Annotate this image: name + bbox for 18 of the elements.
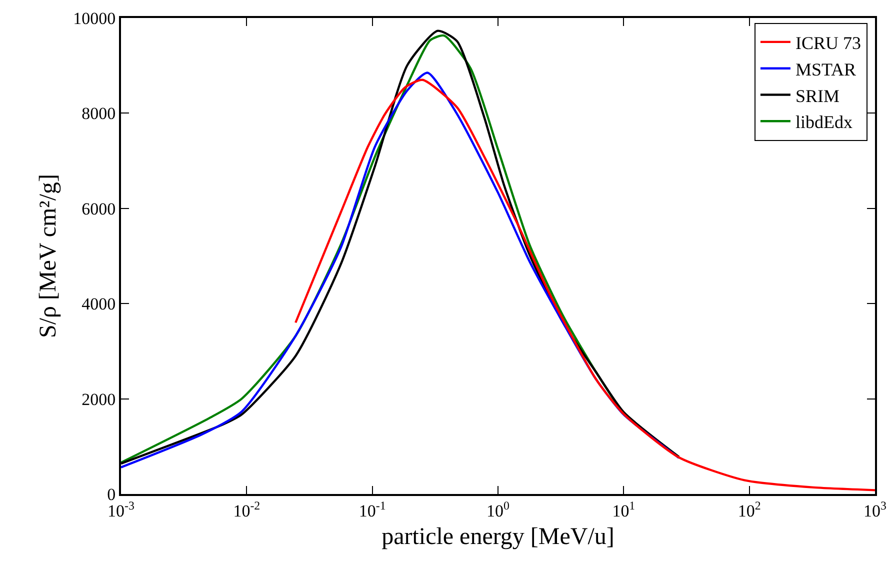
x-tick-label: 10$^{3}$ [864,498,887,520]
x-tick-label: 10$^{0}$ [486,498,510,520]
legend-label: SRIM [795,86,840,106]
y-tick-label: 8000 [82,104,116,124]
legend-label: libdEdx [795,112,852,132]
y-tick-label: 2000 [82,390,116,409]
legend-label: ICRU 73 [795,32,861,53]
legend-label: MSTAR [795,59,856,80]
y-tick-label: 10000 [73,8,116,28]
x-tick-label: 10$^{1}$ [612,498,636,520]
x-axis-title: particle energy [MeV/u] [382,524,614,550]
x-tick-label: 10$^{-1}$ [358,498,386,520]
y-axis-title: S/ρ [MeV cm²/g] [36,174,62,338]
y-tick-label: 4000 [82,294,116,314]
y-tick-label: 0 [107,484,116,504]
x-tick-label: 10$^{-2}$ [233,498,260,520]
x-tick-label: 10$^{2}$ [738,498,761,520]
y-tick-label: 6000 [82,199,116,218]
